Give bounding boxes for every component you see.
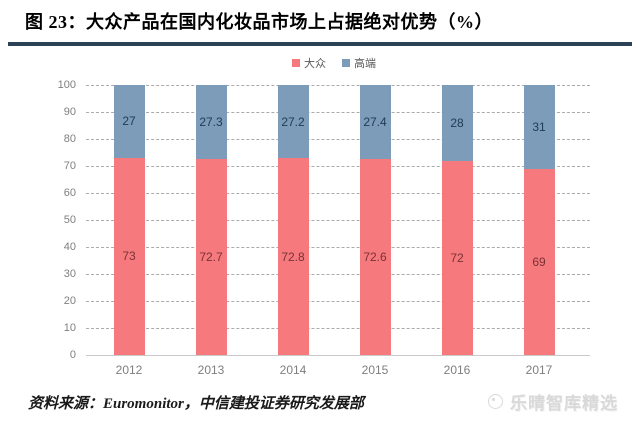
- gridline: [86, 85, 590, 86]
- x-axis-tick-label: 2016: [443, 363, 471, 377]
- x-axis-tick-label: 2014: [279, 363, 307, 377]
- gridline: [86, 112, 590, 113]
- gridline: [86, 139, 590, 140]
- y-axis-tick-label: 60: [63, 187, 76, 199]
- x-axis-tick-label: 2012: [115, 363, 143, 377]
- gridline: [86, 166, 590, 167]
- y-axis-tick-label: 100: [57, 79, 76, 91]
- legend-label-premium: 高端: [354, 58, 376, 70]
- y-axis-tick-label: 90: [63, 106, 76, 118]
- bar-value-label: 28: [450, 115, 464, 130]
- bar-value-label: 27.2: [281, 114, 305, 129]
- bar-value-label: 27.4: [363, 114, 387, 129]
- legend-label-mass: 大众: [304, 58, 326, 70]
- y-axis-tick-label: 70: [63, 160, 76, 172]
- bar-segment-premium: 27.3: [195, 85, 227, 159]
- x-axis-line: [86, 355, 590, 356]
- bar-value-label: 73: [122, 249, 136, 264]
- gridline: [86, 193, 590, 194]
- gridline: [86, 328, 590, 329]
- bar-value-label: 69: [532, 254, 546, 269]
- gridline: [86, 220, 590, 221]
- bar-segment-premium: 28: [441, 85, 473, 161]
- y-axis-tick-label: 50: [63, 214, 76, 226]
- y-axis-tick-label: 40: [63, 241, 76, 253]
- title-divider: [8, 42, 632, 46]
- bar-segment-premium: 27.2: [277, 85, 309, 159]
- y-axis-tick-label: 10: [63, 322, 76, 334]
- bar-segment-mass: 73: [113, 157, 145, 355]
- legend-item-premium: 高端: [342, 55, 376, 71]
- y-axis-tick-label: 20: [63, 295, 76, 307]
- gridline: [86, 274, 590, 275]
- bar-segment-premium: 27: [113, 85, 145, 158]
- watermark-logo-icon: [488, 394, 503, 409]
- bar-value-label: 72.8: [281, 249, 305, 264]
- bar-segment-premium: 31: [523, 85, 555, 169]
- bar-segment-mass: 72.8: [277, 158, 309, 355]
- bar-segment-mass: 72.7: [195, 158, 227, 355]
- bar-value-label: 72.6: [363, 249, 387, 264]
- bar-segment-mass: 69: [523, 168, 555, 355]
- x-axis-tick-label: 2013: [197, 363, 225, 377]
- bar-value-label: 72.7: [199, 249, 223, 264]
- gridline: [86, 301, 590, 302]
- x-axis-tick-label: 2017: [525, 363, 553, 377]
- y-axis-tick-label: 80: [63, 133, 76, 145]
- y-axis-tick-label: 0: [69, 349, 76, 361]
- bar-value-label: 27.3: [199, 114, 223, 129]
- y-axis-tick-label: 30: [63, 268, 76, 280]
- legend-swatch-premium-icon: [342, 59, 350, 67]
- legend-item-mass: 大众: [292, 55, 326, 71]
- figure-title: 图 23：大众产品在国内化妆品市场上占据绝对优势（%）: [25, 12, 493, 32]
- bar-value-label: 72: [450, 250, 464, 265]
- watermark-text: 乐晴智库精选: [510, 394, 618, 413]
- x-axis-tick-label: 2015: [361, 363, 389, 377]
- chart-legend: 大众 高端: [88, 56, 580, 70]
- bar-segment-mass: 72: [441, 160, 473, 355]
- source-note: 资料来源：Euromonitor，中信建投证券研究发展部: [28, 396, 364, 412]
- watermark: 乐晴智库精选: [488, 389, 618, 414]
- bar-segment-mass: 72.6: [359, 158, 391, 355]
- bar-value-label: 31: [532, 119, 546, 134]
- bar-value-label: 27: [122, 114, 136, 129]
- bar-segment-premium: 27.4: [359, 85, 391, 159]
- legend-swatch-mass-icon: [292, 59, 300, 67]
- gridline: [86, 247, 590, 248]
